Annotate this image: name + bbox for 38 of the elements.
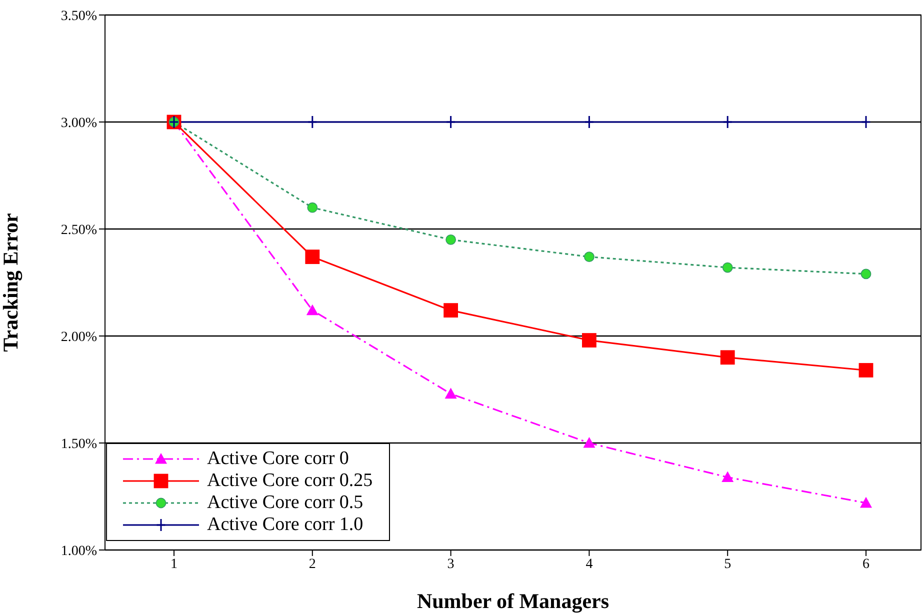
point bbox=[446, 115, 456, 129]
x-tick-label: 6 bbox=[862, 556, 870, 572]
point bbox=[307, 202, 318, 213]
point bbox=[860, 268, 872, 280]
y-axis-title: Tracking Error bbox=[0, 213, 22, 352]
point bbox=[582, 333, 596, 348]
x-tick-label: 4 bbox=[586, 556, 593, 572]
point bbox=[444, 388, 457, 399]
point bbox=[584, 115, 594, 129]
y-tick-label: 1.00% bbox=[60, 544, 98, 559]
point bbox=[446, 234, 456, 245]
y-tick-label: 1.50% bbox=[60, 436, 98, 452]
point bbox=[444, 303, 458, 318]
point bbox=[722, 471, 734, 482]
legend-label: Active Core corr 0.25 bbox=[207, 470, 373, 492]
point bbox=[722, 262, 733, 273]
point bbox=[584, 252, 594, 262]
y-tick-label: 3.00% bbox=[60, 116, 98, 131]
point bbox=[858, 363, 874, 378]
x-axis-title: Number of Managers bbox=[416, 589, 610, 613]
y-tick-label: 2.00% bbox=[60, 330, 98, 345]
point bbox=[307, 115, 318, 129]
x-tick-label: 2 bbox=[308, 556, 316, 572]
legend-label: Active Core corr 0.5 bbox=[207, 492, 364, 514]
x-tick-label: 1 bbox=[170, 556, 178, 572]
x-tick-label: 3 bbox=[447, 556, 454, 572]
point bbox=[722, 115, 733, 129]
point bbox=[720, 350, 735, 365]
legend-label: Active Core corr 0 bbox=[207, 448, 349, 470]
x-tick-label: 5 bbox=[724, 556, 732, 572]
point bbox=[860, 496, 872, 508]
point bbox=[306, 304, 318, 316]
point bbox=[583, 437, 596, 448]
point bbox=[861, 115, 871, 129]
legend-label: Active Core corr 1.0 bbox=[207, 514, 364, 536]
y-tick-label: 2.50% bbox=[60, 222, 98, 238]
y-tick-label: 3.50% bbox=[60, 8, 98, 24]
point bbox=[305, 250, 320, 264]
